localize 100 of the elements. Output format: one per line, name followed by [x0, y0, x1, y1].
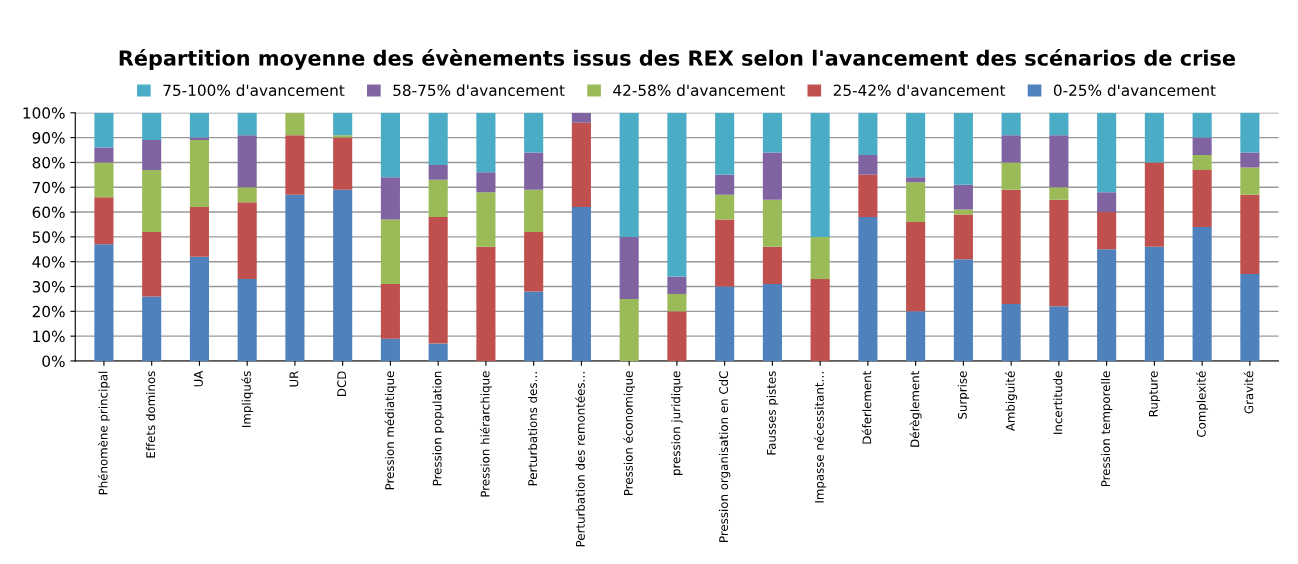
bar	[285, 135, 305, 195]
x-tick-label: DCD	[337, 371, 347, 396]
bar	[380, 219, 400, 285]
bar	[237, 112, 257, 136]
y-tick-label: 10%	[33, 330, 65, 343]
bar	[762, 112, 782, 153]
bar	[1001, 303, 1021, 361]
bar	[189, 112, 209, 138]
bar	[762, 284, 782, 361]
bar	[476, 246, 496, 361]
bar	[1001, 135, 1021, 163]
x-tick-label: pression juridique	[671, 371, 683, 475]
bar	[428, 164, 448, 180]
bar	[715, 194, 735, 220]
bar	[906, 182, 926, 222]
bar	[189, 207, 209, 257]
bar	[380, 284, 400, 339]
bar	[94, 197, 114, 245]
bar	[285, 112, 305, 136]
bar	[1240, 112, 1260, 153]
x-tick-label: Pression organisation en CdC	[718, 371, 731, 542]
bar	[333, 135, 353, 138]
bar	[142, 231, 162, 297]
x-tick-label: Pression médiatique	[384, 371, 397, 490]
bar	[1144, 112, 1164, 163]
bar	[1240, 152, 1260, 168]
bar	[953, 214, 973, 260]
bar	[715, 112, 735, 175]
bar	[810, 112, 830, 237]
bar	[524, 291, 544, 361]
bar	[476, 192, 496, 247]
bar	[94, 112, 114, 148]
bar	[858, 217, 878, 361]
x-tick-label: Pression population	[432, 371, 444, 486]
bar	[571, 112, 591, 123]
bar	[237, 279, 257, 361]
bar	[1049, 112, 1069, 136]
bar	[667, 112, 687, 277]
bar	[858, 154, 878, 175]
x-tick-label: Perturbation des remontées…	[575, 372, 585, 547]
bar	[94, 244, 114, 361]
bar	[1001, 162, 1021, 190]
bar	[906, 221, 926, 312]
bar	[619, 298, 639, 361]
bar	[906, 177, 926, 183]
bar	[189, 140, 209, 208]
bar	[667, 276, 687, 294]
x-tick-label: Pression économique	[623, 371, 636, 496]
x-tick-label: Incertitude	[1053, 371, 1063, 434]
bar	[1192, 226, 1212, 361]
bar	[571, 207, 591, 361]
x-tick-label: Pression temporelle	[1100, 371, 1113, 487]
legend-label: 25-42% d'avancement	[833, 84, 1006, 97]
bar	[762, 152, 782, 200]
x-tick-label: Impliqués	[241, 371, 254, 427]
bar	[858, 174, 878, 218]
x-tick-label: Fausses pistes	[766, 371, 779, 455]
x-tick-label: Déferlement	[861, 370, 872, 444]
bar	[94, 147, 114, 163]
bar	[524, 112, 544, 153]
bar	[237, 187, 257, 203]
x-tick-label: Impasse nécessitant…	[814, 372, 827, 503]
y-tick-label: 0%	[42, 355, 65, 367]
x-tick-label: UR	[289, 371, 299, 387]
bar	[1240, 274, 1260, 361]
legend-label: 58-75% d'avancement	[393, 84, 565, 97]
bar	[906, 112, 926, 178]
y-tick-label: 60%	[32, 206, 65, 219]
x-tick-label: Phénomène principal	[97, 371, 110, 495]
bar	[715, 174, 735, 195]
bar	[333, 112, 353, 136]
bar	[667, 311, 687, 361]
bar	[1144, 246, 1164, 361]
bar	[953, 184, 973, 210]
bar	[524, 189, 544, 232]
bar	[571, 122, 591, 208]
bar	[1097, 112, 1117, 193]
y-tick-label: 40%	[32, 256, 65, 268]
y-tick-label: 80%	[32, 156, 65, 169]
legend-label: 75-100% d'avancement	[163, 84, 345, 97]
bar	[333, 137, 353, 190]
bar	[428, 112, 448, 165]
bar	[1192, 112, 1212, 138]
bar	[619, 236, 639, 299]
legend-label: 0-25% d'avancement	[1053, 84, 1216, 97]
x-tick-label: Effets dominos	[145, 371, 156, 458]
bar	[1192, 137, 1212, 155]
bar	[428, 179, 448, 218]
bar	[428, 217, 448, 344]
x-tick-label: Dérèglement	[909, 370, 922, 447]
bar	[762, 246, 782, 285]
bar	[715, 219, 735, 287]
bar	[810, 236, 830, 280]
bar	[1192, 169, 1212, 227]
y-tick-label: 20%	[32, 305, 65, 318]
bar	[428, 343, 448, 361]
bar	[142, 169, 162, 232]
bar	[380, 177, 400, 220]
x-tick-label: Perturbations des…	[527, 372, 538, 486]
bar	[237, 135, 257, 188]
